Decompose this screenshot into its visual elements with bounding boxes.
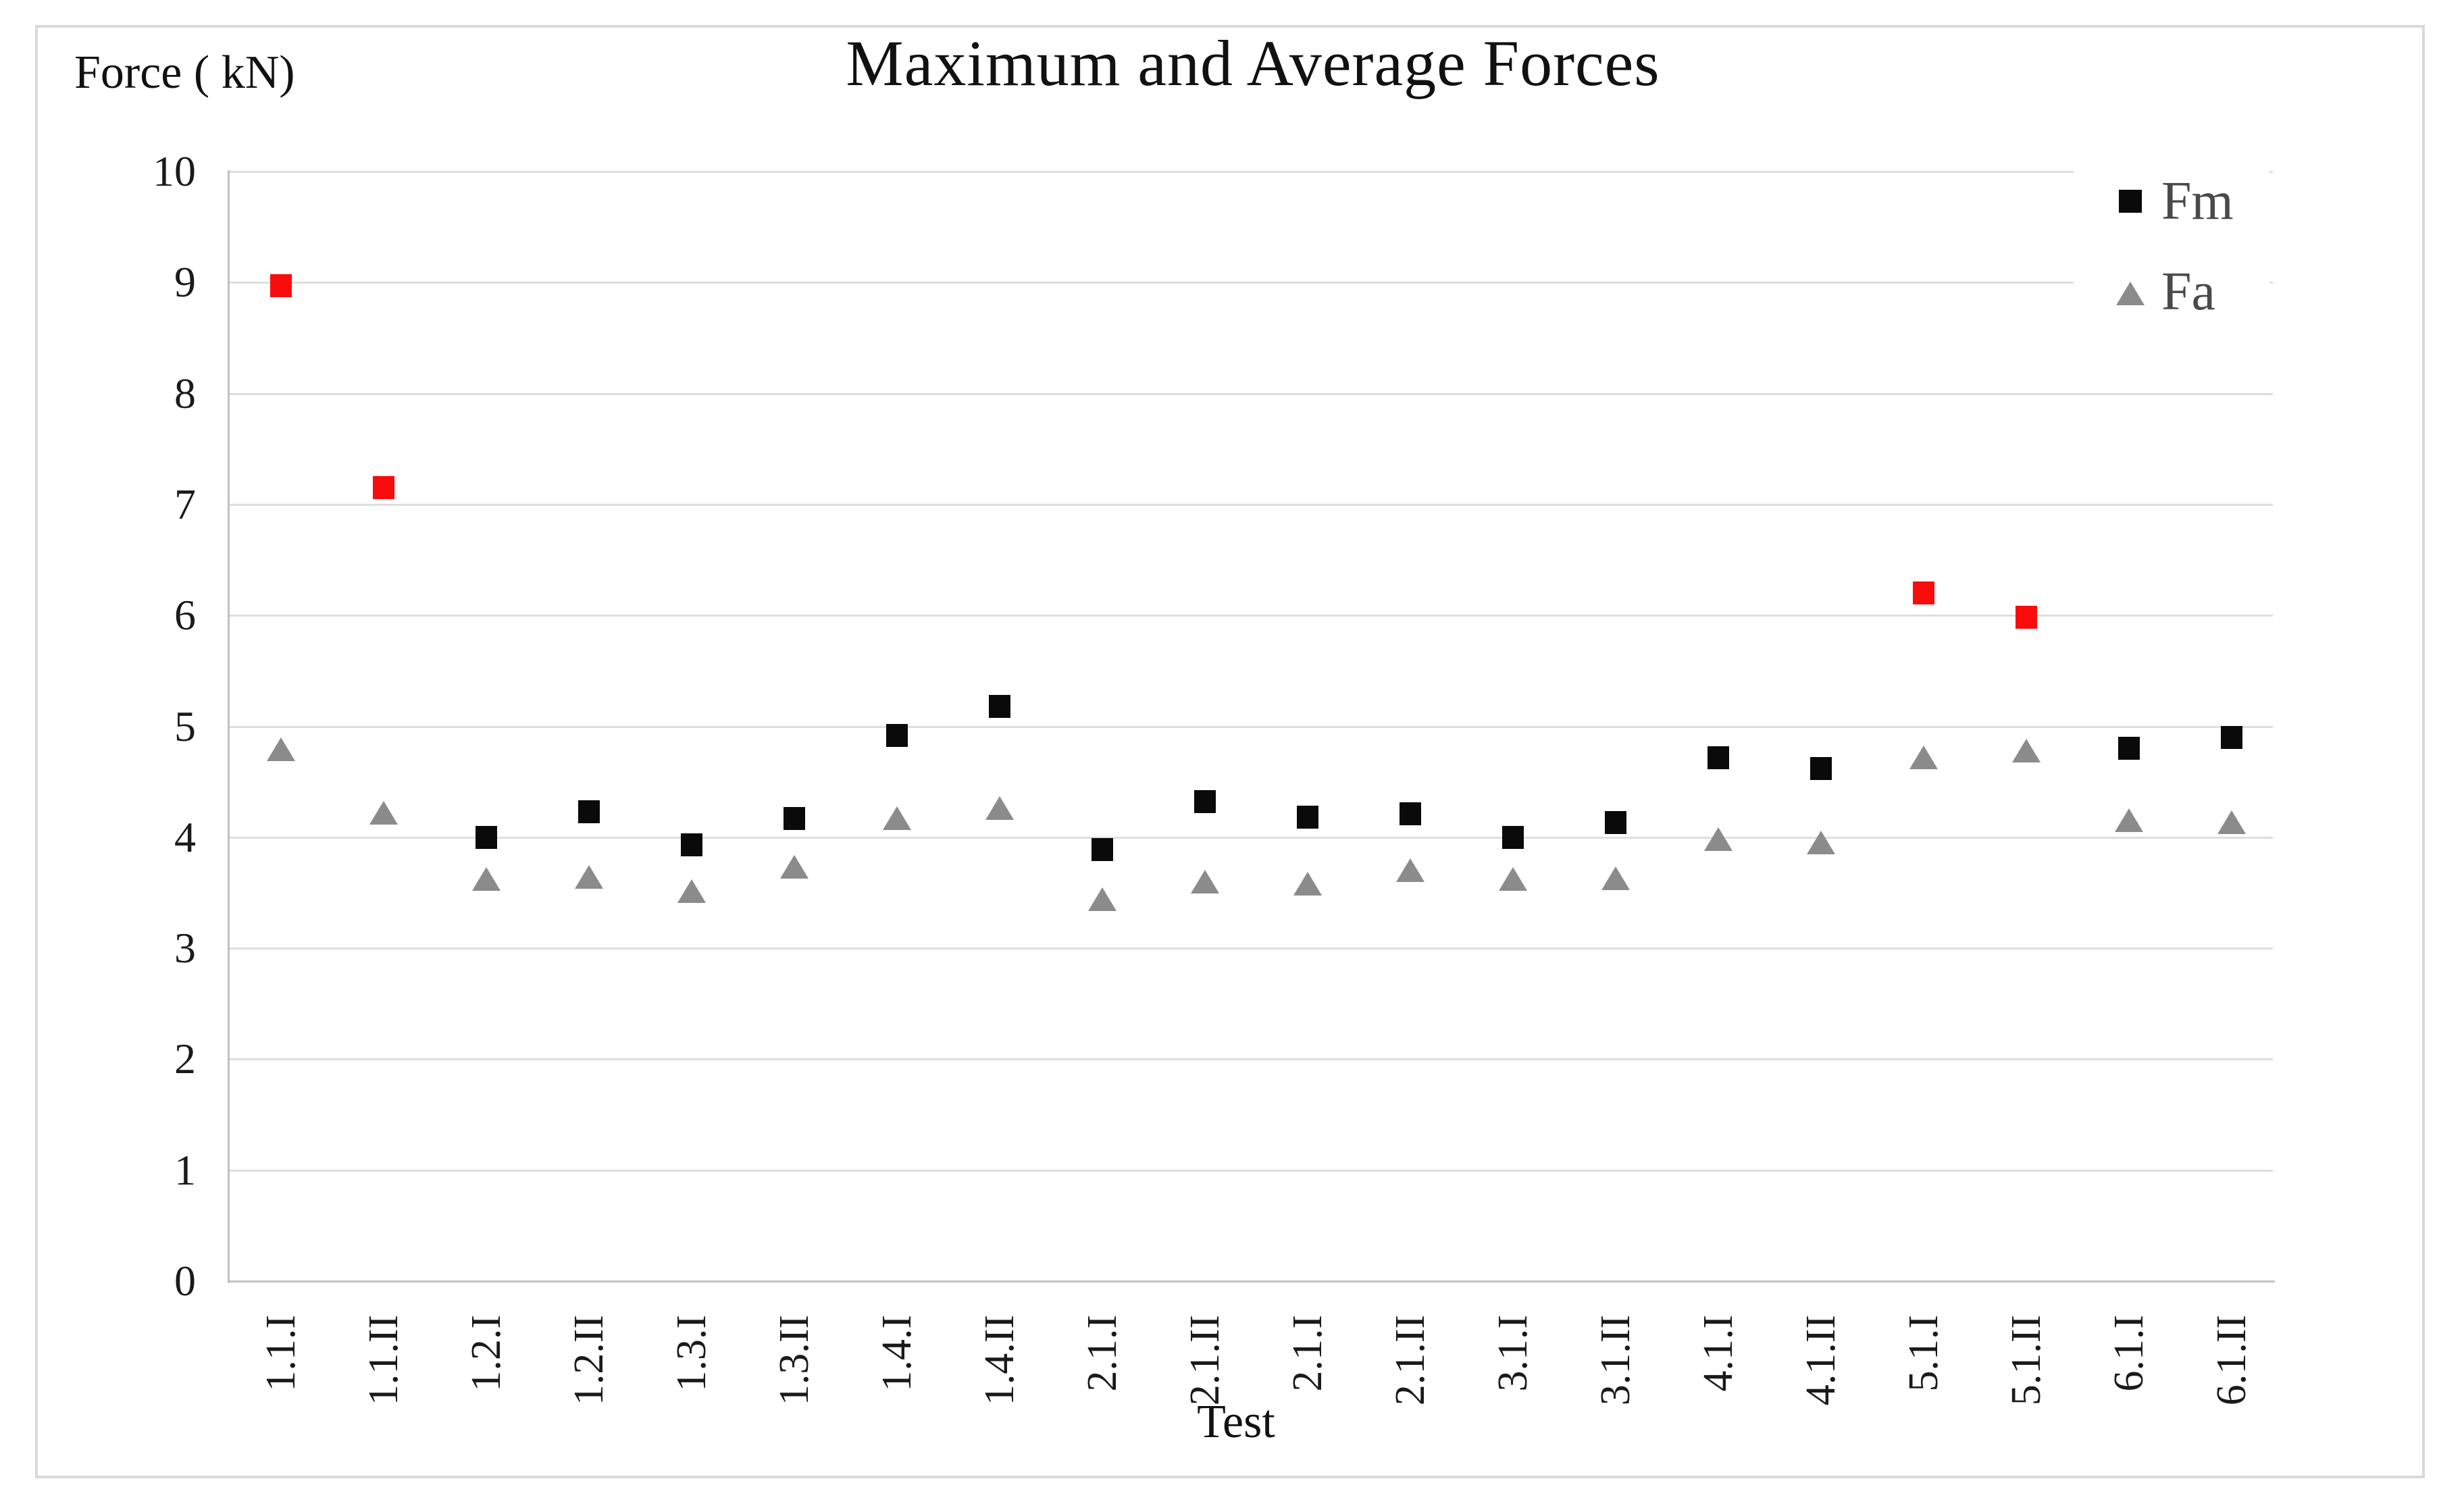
fa-marker-1.4.II-8: [985, 796, 1014, 821]
fa-triangle-icon: [2116, 282, 2145, 305]
gridline-y-4: [230, 836, 2273, 839]
fm-marker-2.1.II-12: [1400, 802, 1421, 826]
y-tick-label-4: 4: [174, 812, 196, 861]
fa-marker-1.3.I-5: [677, 879, 706, 904]
y-tick-label-6: 6: [174, 591, 196, 640]
fm-marker-1.3.II-6: [784, 806, 805, 830]
fm-marker-5.1.II-18: [2016, 606, 2037, 629]
x-axis-title: Test: [1197, 1396, 1275, 1448]
fm-marker-1.1.II-2: [373, 476, 394, 500]
fa-marker-2.1.II-12: [1396, 858, 1424, 883]
gridline-y-3: [230, 947, 2273, 950]
fa-marker-6.1.I-19: [2115, 808, 2143, 833]
legend-label-fa: Fa: [2161, 262, 2215, 321]
fm-marker-1.2.II-4: [578, 800, 600, 823]
fa-marker-5.1.I-17: [1909, 745, 1938, 769]
fa-marker-1.2.I-3: [472, 867, 500, 891]
x-tick-label-4.1.II-16: 4.1.II: [1798, 1315, 1844, 1406]
fm-marker-3.1.I-13: [1502, 825, 1524, 849]
x-tick-label-5.1.II-18: 5.1.II: [2003, 1315, 2049, 1406]
fm-marker-1.2.I-3: [476, 825, 497, 849]
fm-marker-4.1.II-16: [1810, 756, 1832, 780]
x-tick-label-1.1.I-1: 1.1.I: [258, 1315, 304, 1392]
fa-marker-2.1.II-10: [1191, 869, 1219, 893]
x-tick-label-3.1.II-14: 3.1.II: [1593, 1315, 1639, 1406]
fm-marker-2.1.I-11: [1297, 806, 1318, 829]
fa-marker-1.2.II-4: [575, 864, 603, 889]
fm-marker-6.1.I-19: [2118, 737, 2140, 760]
gridline-y-6: [230, 615, 2273, 617]
gridline-y-9: [230, 282, 2273, 284]
x-tick-label-2.1.II-12: 2.1.II: [1387, 1315, 1433, 1406]
fa-marker-4.1.II-16: [1807, 831, 1835, 854]
y-tick-label-1: 1: [174, 1145, 196, 1194]
fa-marker-2.1.I-11: [1293, 871, 1322, 895]
legend-item-fa: Fa: [2074, 258, 2269, 326]
legend: Fm Fa: [2074, 167, 2269, 346]
x-tick-label-6.1.II-20: 6.1.II: [2209, 1315, 2255, 1406]
x-tick-label-5.1.I-17: 5.1.I: [1901, 1315, 1947, 1392]
gridline-y-7: [230, 503, 2273, 506]
fm-square-icon: [2119, 190, 2142, 213]
gridline-y-8: [230, 392, 2273, 395]
fm-marker-1.3.I-5: [681, 833, 702, 857]
fm-marker-3.1.II-14: [1605, 811, 1626, 835]
x-tick-label-1.2.I-3: 1.2.I: [463, 1315, 509, 1392]
y-tick-label-5: 5: [174, 702, 196, 750]
fa-marker-2.1.I-9: [1088, 887, 1116, 911]
x-tick-label-4.1.I-15: 4.1.I: [1695, 1315, 1741, 1392]
x-tick-label-2.1.I-11: 2.1.I: [1285, 1315, 1331, 1392]
fa-marker-3.1.I-13: [1499, 867, 1527, 891]
gridline-y-1: [230, 1169, 2273, 1172]
x-axis-line: [228, 1280, 2275, 1282]
x-tick-label-1.3.II-6: 1.3.II: [771, 1315, 817, 1406]
fa-marker-3.1.II-14: [1601, 866, 1630, 890]
chart-frame: [35, 25, 2425, 1478]
legend-label-fm: Fm: [2161, 172, 2234, 231]
y-tick-label-0: 0: [174, 1257, 196, 1305]
x-tick-label-1.3.I-5: 1.3.I: [669, 1315, 715, 1392]
fa-marker-5.1.II-18: [2012, 738, 2040, 762]
y-axis-title: Force ( kN): [74, 47, 295, 99]
fa-marker-1.1.II-2: [369, 800, 398, 825]
x-tick-label-1.1.II-2: 1.1.II: [361, 1315, 407, 1406]
y-tick-label-8: 8: [174, 369, 196, 417]
x-tick-label-1.2.II-4: 1.2.II: [566, 1315, 612, 1406]
fm-marker-1.4.I-7: [886, 723, 908, 747]
gridline-y-2: [230, 1058, 2273, 1061]
gridline-y-10: [230, 171, 2273, 173]
legend-item-fm: Fm: [2074, 167, 2269, 235]
y-tick-label-2: 2: [174, 1035, 196, 1083]
x-tick-label-3.1.I-13: 3.1.I: [1490, 1315, 1536, 1392]
gridline-y-5: [230, 725, 2273, 728]
x-tick-label-6.1.I-19: 6.1.I: [2106, 1315, 2152, 1392]
chart-title: Maximum and Average Forces: [846, 27, 1660, 99]
y-tick-label-10: 10: [153, 147, 196, 195]
fa-marker-1.3.II-6: [780, 855, 808, 879]
y-axis-line: [228, 170, 230, 1283]
fa-marker-1.1.I-1: [267, 737, 295, 761]
y-tick-label-3: 3: [174, 924, 196, 972]
fm-marker-2.1.II-10: [1194, 790, 1216, 814]
y-tick-label-7: 7: [174, 479, 196, 528]
x-tick-label-1.4.I-7: 1.4.I: [874, 1315, 920, 1392]
fm-marker-4.1.I-15: [1708, 746, 1729, 769]
fm-marker-1.1.I-1: [270, 274, 292, 298]
y-tick-label-9: 9: [174, 258, 196, 307]
fm-marker-5.1.I-17: [1913, 581, 1934, 605]
fa-marker-4.1.I-15: [1704, 827, 1732, 852]
fm-marker-6.1.II-20: [2221, 725, 2242, 749]
fa-marker-6.1.II-20: [2217, 810, 2246, 835]
fm-marker-1.4.II-8: [989, 694, 1010, 718]
x-tick-label-1.4.II-8: 1.4.II: [977, 1315, 1023, 1406]
x-tick-label-2.1.I-9: 2.1.I: [1079, 1315, 1125, 1392]
fa-marker-1.4.I-7: [883, 806, 911, 830]
fm-marker-2.1.I-9: [1092, 837, 1113, 861]
